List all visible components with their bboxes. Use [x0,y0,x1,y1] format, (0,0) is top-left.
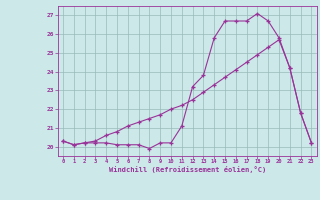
X-axis label: Windchill (Refroidissement éolien,°C): Windchill (Refroidissement éolien,°C) [108,166,266,173]
